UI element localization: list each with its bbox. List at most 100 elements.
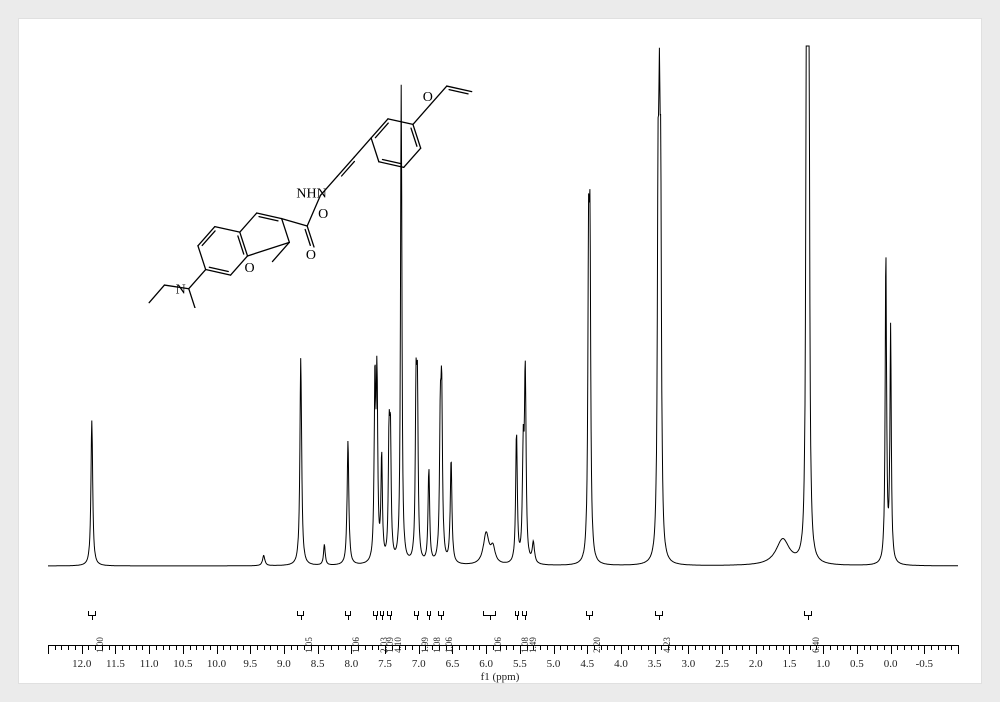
tick-major — [958, 645, 959, 654]
tick-minor — [763, 645, 764, 650]
svg-text:O: O — [423, 90, 433, 105]
tick-minor — [648, 645, 649, 650]
tick-minor — [473, 645, 474, 650]
tick-minor — [500, 645, 501, 650]
tick-minor — [884, 645, 885, 650]
tick-minor — [277, 645, 278, 650]
axis-ruler — [48, 645, 958, 659]
tick-major — [587, 645, 588, 654]
tick-minor — [243, 645, 244, 650]
axis-tick-label: 1.0 — [816, 658, 830, 670]
tick-minor — [742, 645, 743, 650]
axis-tick-label: 9.0 — [277, 658, 291, 670]
axis-tick-label: 7.0 — [412, 658, 426, 670]
tick-minor — [122, 645, 123, 650]
tick-minor — [702, 645, 703, 650]
tick-minor — [75, 645, 76, 650]
axis-tick-label: 10.5 — [173, 658, 192, 670]
tick-major — [351, 645, 352, 654]
tick-minor — [661, 645, 662, 650]
tick-minor — [257, 645, 258, 650]
tick-minor — [830, 645, 831, 650]
tick-minor — [324, 645, 325, 650]
tick-minor — [715, 645, 716, 650]
tick-minor — [210, 645, 211, 650]
tick-minor — [479, 645, 480, 650]
integral-bracket — [297, 611, 304, 619]
tick-minor — [675, 645, 676, 650]
tick-major — [655, 645, 656, 654]
tick-major — [789, 645, 790, 654]
axis-tick-label: 0.0 — [884, 658, 898, 670]
tick-minor — [668, 645, 669, 650]
tick-minor — [803, 645, 804, 650]
axis-tick-label: 7.5 — [378, 658, 392, 670]
tick-minor — [816, 645, 817, 650]
tick-minor — [345, 645, 346, 650]
tick-minor — [493, 645, 494, 650]
tick-minor — [142, 645, 143, 650]
tick-minor — [378, 645, 379, 650]
tick-minor — [769, 645, 770, 650]
tick-minor — [425, 645, 426, 650]
tick-minor — [641, 645, 642, 650]
tick-minor — [311, 645, 312, 650]
tick-minor — [129, 645, 130, 650]
tick-major — [823, 645, 824, 654]
tick-major — [554, 645, 555, 654]
tick-minor — [938, 645, 939, 650]
tick-minor — [405, 645, 406, 650]
tick-major — [924, 645, 925, 654]
tick-minor — [864, 645, 865, 650]
axis-tick-label: 6.0 — [479, 658, 493, 670]
tick-minor — [432, 645, 433, 650]
tick-minor — [540, 645, 541, 650]
tick-major — [48, 645, 49, 654]
tick-minor — [338, 645, 339, 650]
tick-major — [857, 645, 858, 654]
tick-minor — [749, 645, 750, 650]
axis-line — [48, 645, 958, 646]
tick-major — [621, 645, 622, 654]
integral-bracket — [522, 611, 527, 619]
integral-bracket — [345, 611, 352, 619]
tick-minor — [223, 645, 224, 650]
tick-minor — [682, 645, 683, 650]
svg-text:O: O — [244, 261, 254, 276]
tick-minor — [466, 645, 467, 650]
integral-bracket — [515, 611, 519, 619]
integral-bracket — [438, 611, 443, 619]
axis-tick-label: 12.0 — [72, 658, 91, 670]
tick-major — [452, 645, 453, 654]
axis-tick-label: 5.5 — [513, 658, 527, 670]
tick-minor — [291, 645, 292, 650]
tick-minor — [850, 645, 851, 650]
axis-tick-label: 9.5 — [243, 658, 257, 670]
tick-major — [722, 645, 723, 654]
axis-tick-label: 4.5 — [580, 658, 594, 670]
integral-bracket — [804, 611, 812, 619]
tick-minor — [270, 645, 271, 650]
tick-minor — [68, 645, 69, 650]
tick-minor — [897, 645, 898, 650]
axis-tick-label: 11.5 — [106, 658, 125, 670]
tick-major — [82, 645, 83, 654]
axis-tick-label: 3.5 — [648, 658, 662, 670]
svg-text:N: N — [176, 283, 186, 298]
tick-minor — [783, 645, 784, 650]
tick-minor — [843, 645, 844, 650]
tick-minor — [264, 645, 265, 650]
molecular-structure: NNHNOOOO — [118, 48, 548, 308]
axis-title: f1 (ppm) — [481, 671, 520, 683]
tick-minor — [459, 645, 460, 650]
tick-minor — [634, 645, 635, 650]
tick-minor — [904, 645, 905, 650]
axis-tick-label: 6.5 — [446, 658, 460, 670]
tick-minor — [951, 645, 952, 650]
tick-minor — [230, 645, 231, 650]
tick-minor — [594, 645, 595, 650]
svg-text:NHN: NHN — [296, 186, 326, 201]
tick-minor — [109, 645, 110, 650]
tick-minor — [729, 645, 730, 650]
tick-minor — [203, 645, 204, 650]
